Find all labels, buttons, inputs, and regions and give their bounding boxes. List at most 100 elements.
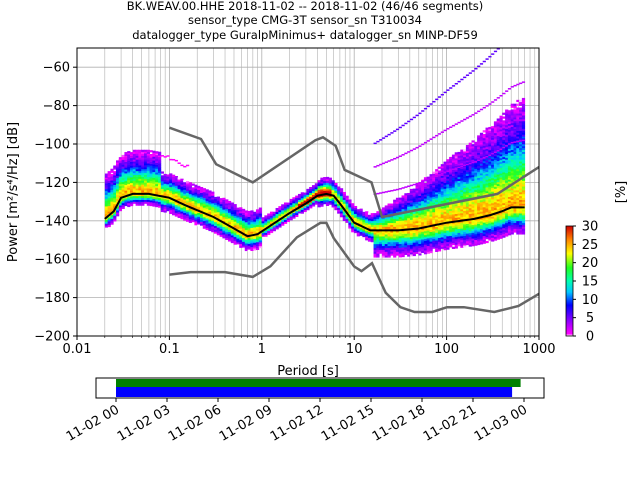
heatmap-bin — [135, 152, 139, 154]
heatmap-bin — [132, 172, 137, 176]
heatmap-bin — [104, 211, 109, 215]
heatmap-bin — [457, 224, 461, 228]
heatmap-bin — [219, 211, 223, 214]
heatmap-bin — [477, 159, 481, 161]
heatmap-bin — [507, 139, 512, 142]
heatmap-bin — [118, 158, 123, 161]
heatmap-bin — [505, 172, 509, 176]
heatmap-bin — [485, 229, 489, 232]
heatmap-bin — [471, 153, 475, 157]
heatmap-bin — [157, 195, 162, 199]
heatmap-bin — [384, 236, 388, 239]
heatmap-bin — [144, 199, 148, 202]
heatmap-bin — [250, 210, 254, 213]
heatmap-bin — [239, 236, 243, 239]
heatmap-bin — [521, 134, 526, 137]
heatmap-bin — [412, 225, 416, 228]
heatmap-bin — [365, 236, 369, 239]
heatmap-bin — [194, 203, 198, 207]
heatmap-bin — [451, 185, 456, 188]
heatmap-bin — [281, 213, 285, 217]
heatmap-bin — [146, 159, 151, 162]
heatmap-bin — [412, 219, 416, 222]
heatmap-bin — [138, 161, 142, 164]
heatmap-bin — [507, 144, 512, 148]
heatmap-bin — [306, 202, 310, 205]
heatmap-bin — [398, 226, 402, 229]
heatmap-bin — [446, 239, 450, 243]
heatmap-bin — [488, 136, 492, 139]
heatmap-bin — [519, 228, 523, 231]
heatmap-bin — [502, 218, 506, 221]
heatmap-bin — [395, 253, 400, 256]
heatmap-bin — [113, 188, 117, 191]
heatmap-bin — [449, 216, 453, 219]
heatmap-bin — [253, 223, 257, 226]
heatmap-bin — [449, 178, 453, 181]
heatmap-bin — [482, 60, 486, 63]
heatmap-bin — [239, 234, 243, 237]
heatmap-bin — [471, 167, 475, 170]
heatmap-bin — [208, 200, 212, 203]
heatmap-bin — [177, 179, 181, 182]
heatmap-bin — [468, 230, 472, 234]
heatmap-bin — [387, 241, 391, 245]
heatmap-bin — [423, 192, 428, 195]
heatmap-bin — [468, 192, 472, 195]
heatmap-bin — [398, 253, 402, 256]
heatmap-bin — [479, 63, 484, 65]
heatmap-bin — [449, 187, 453, 190]
heatmap-bin — [521, 230, 526, 233]
heatmap-bin — [283, 221, 288, 224]
heatmap-bin — [213, 231, 218, 234]
heatmap-bin — [457, 213, 461, 216]
heatmap-bin — [384, 238, 388, 241]
heatmap-bin — [510, 149, 514, 152]
heatmap-bin — [138, 197, 142, 200]
heatmap-bin — [130, 161, 134, 164]
heatmap-bin — [457, 205, 461, 208]
heatmap-bin — [493, 130, 498, 134]
heatmap-bin — [183, 199, 187, 202]
heatmap-bin — [404, 241, 408, 244]
heatmap-bin — [451, 191, 456, 194]
heatmap-bin — [474, 147, 478, 150]
x-tick-label: 10 — [346, 342, 363, 357]
heatmap-bin — [342, 218, 346, 222]
heatmap-bin — [205, 204, 209, 207]
heatmap-bin — [376, 215, 380, 218]
heatmap-bin — [146, 190, 151, 193]
coverage-tick-label: 11-02 12 — [268, 402, 326, 444]
heatmap-bin — [107, 171, 111, 174]
heatmap-bin — [325, 203, 330, 206]
heatmap-bin — [491, 179, 495, 183]
heatmap-bin — [493, 151, 498, 154]
heatmap-bin — [395, 197, 400, 200]
heatmap-bin — [499, 146, 503, 149]
heatmap-bin — [493, 129, 498, 132]
heatmap-bin — [384, 161, 388, 163]
heatmap-bin — [510, 122, 514, 126]
heatmap-bin — [278, 221, 282, 224]
heatmap-bin — [482, 180, 486, 183]
heatmap-bin — [474, 232, 478, 235]
heatmap-bin — [491, 191, 495, 194]
heatmap-bin — [479, 203, 484, 207]
heatmap-bin — [306, 190, 310, 193]
heatmap-bin — [138, 153, 142, 156]
high-noise-model-line — [168, 126, 539, 219]
heatmap-bin — [157, 170, 162, 174]
heatmap-bin — [477, 177, 481, 180]
heatmap-bin — [513, 163, 517, 166]
y-tick-label: −200 — [34, 330, 70, 345]
heatmap-bin — [339, 209, 344, 212]
heatmap-bin — [465, 158, 470, 161]
heatmap-bin — [521, 186, 526, 189]
heatmap-bin — [177, 183, 181, 186]
heatmap-bin — [359, 229, 363, 232]
heatmap-bin — [471, 221, 475, 224]
heatmap-bin — [144, 153, 148, 156]
heatmap-bin — [395, 222, 400, 225]
heatmap-bin — [135, 180, 139, 183]
heatmap-bin — [465, 192, 470, 196]
